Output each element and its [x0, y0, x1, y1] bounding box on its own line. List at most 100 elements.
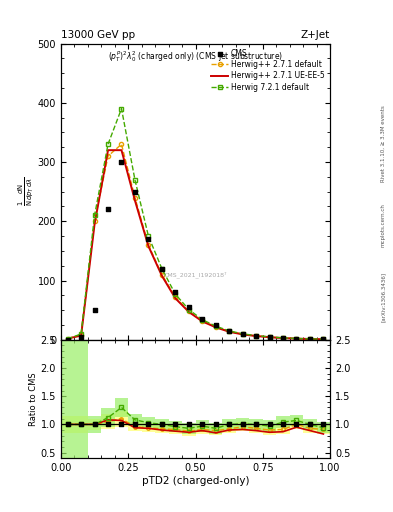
Herwig++ 2.7.1 default [213, 324, 218, 330]
CMS [293, 334, 299, 343]
Herwig++ 2.7.1 UE-EE-5 [65, 335, 70, 342]
CMS [172, 288, 178, 296]
Herwig++ 2.7.1 UE-EE-5 [308, 336, 312, 342]
Y-axis label: $\frac{1}{\mathrm{N}}\frac{d\mathrm{N}}{dp_T\,d\lambda}$: $\frac{1}{\mathrm{N}}\frac{d\mathrm{N}}{… [17, 177, 36, 206]
Point [320, 420, 327, 429]
Point [92, 420, 98, 429]
Point [132, 420, 138, 429]
Herwig 7.2.1 default [160, 266, 164, 272]
Text: Rivet 3.1.10, ≥ 3.3M events: Rivet 3.1.10, ≥ 3.3M events [381, 105, 386, 182]
Herwig 7.2.1 default [281, 335, 285, 341]
Text: [arXiv:1306.3436]: [arXiv:1306.3436] [381, 272, 386, 322]
Line: Herwig++ 2.7.1 UE-EE-5: Herwig++ 2.7.1 UE-EE-5 [68, 150, 323, 339]
Herwig++ 2.7.1 UE-EE-5 [119, 147, 124, 153]
Herwig++ 2.7.1 default [160, 271, 164, 278]
CMS [185, 303, 192, 311]
Herwig++ 2.7.1 default [173, 294, 178, 300]
X-axis label: pTD2 (charged-only): pTD2 (charged-only) [142, 476, 249, 486]
Herwig 7.2.1 default [65, 336, 70, 342]
Herwig 7.2.1 default [240, 331, 245, 337]
Herwig++ 2.7.1 UE-EE-5 [213, 324, 218, 330]
Point [253, 420, 259, 429]
Point [239, 420, 246, 429]
Herwig++ 2.7.1 default [200, 318, 205, 324]
Herwig++ 2.7.1 UE-EE-5 [240, 331, 245, 337]
Point [172, 420, 178, 429]
Herwig++ 2.7.1 default [267, 334, 272, 340]
Herwig 7.2.1 default [146, 233, 151, 239]
Herwig 7.2.1 default [267, 334, 272, 340]
Herwig++ 2.7.1 UE-EE-5 [146, 243, 151, 249]
Herwig 7.2.1 default [106, 141, 110, 147]
Point [199, 420, 206, 429]
Point [293, 420, 299, 429]
Herwig++ 2.7.1 default [294, 335, 299, 342]
Point [185, 420, 192, 429]
Herwig++ 2.7.1 default [106, 153, 110, 159]
Point [118, 420, 125, 429]
Herwig++ 2.7.1 default [281, 335, 285, 341]
Point [159, 420, 165, 429]
Herwig++ 2.7.1 default [254, 333, 259, 339]
Point [105, 420, 111, 429]
CMS [92, 306, 98, 314]
Herwig++ 2.7.1 default [79, 332, 83, 338]
CMS [266, 333, 273, 341]
Herwig 7.2.1 default [200, 316, 205, 323]
CMS [280, 334, 286, 342]
CMS [132, 187, 138, 196]
Herwig++ 2.7.1 default [65, 335, 70, 342]
Legend: CMS, Herwig++ 2.7.1 default, Herwig++ 2.7.1 UE-EE-5, Herwig 7.2.1 default: CMS, Herwig++ 2.7.1 default, Herwig++ 2.… [209, 47, 326, 93]
Herwig++ 2.7.1 UE-EE-5 [79, 332, 83, 338]
CMS [105, 205, 111, 214]
Herwig++ 2.7.1 UE-EE-5 [173, 295, 178, 302]
Herwig++ 2.7.1 default [92, 218, 97, 224]
Herwig++ 2.7.1 UE-EE-5 [254, 333, 259, 339]
Herwig++ 2.7.1 UE-EE-5 [132, 198, 137, 204]
Point [78, 420, 84, 429]
Herwig++ 2.7.1 UE-EE-5 [227, 329, 231, 335]
CMS [118, 158, 125, 166]
Point [307, 420, 313, 429]
Herwig++ 2.7.1 UE-EE-5 [267, 334, 272, 340]
Herwig 7.2.1 default [294, 335, 299, 342]
Herwig++ 2.7.1 default [146, 242, 151, 248]
Herwig++ 2.7.1 UE-EE-5 [160, 273, 164, 279]
Y-axis label: Ratio to CMS: Ratio to CMS [29, 372, 38, 426]
CMS [145, 235, 152, 243]
CMS [307, 335, 313, 343]
Point [145, 420, 152, 429]
Text: mcplots.cern.ch: mcplots.cern.ch [381, 203, 386, 247]
Herwig++ 2.7.1 UE-EE-5 [106, 147, 110, 153]
Herwig++ 2.7.1 UE-EE-5 [200, 318, 205, 325]
CMS [159, 265, 165, 273]
CMS [253, 331, 259, 339]
Line: Herwig++ 2.7.1 default: Herwig++ 2.7.1 default [66, 142, 325, 342]
Herwig++ 2.7.1 default [308, 336, 312, 342]
Herwig++ 2.7.1 default [186, 308, 191, 314]
Herwig 7.2.1 default [213, 323, 218, 329]
Herwig 7.2.1 default [132, 177, 137, 183]
CMS [64, 336, 71, 344]
Point [64, 420, 71, 429]
Herwig 7.2.1 default [308, 336, 312, 342]
Herwig++ 2.7.1 UE-EE-5 [281, 335, 285, 341]
Herwig++ 2.7.1 UE-EE-5 [321, 336, 326, 343]
Point [266, 420, 273, 429]
Herwig 7.2.1 default [173, 291, 178, 297]
Herwig 7.2.1 default [227, 328, 231, 334]
Herwig++ 2.7.1 default [119, 141, 124, 147]
Point [280, 420, 286, 429]
CMS [320, 335, 327, 343]
Text: CMS_2021_I192018⁷: CMS_2021_I192018⁷ [164, 271, 227, 278]
CMS [78, 333, 84, 341]
CMS [239, 330, 246, 338]
Herwig 7.2.1 default [321, 336, 326, 342]
Herwig++ 2.7.1 UE-EE-5 [92, 221, 97, 227]
Line: Herwig 7.2.1 default: Herwig 7.2.1 default [65, 106, 326, 342]
Herwig 7.2.1 default [186, 307, 191, 313]
CMS [226, 327, 232, 335]
Herwig++ 2.7.1 default [321, 336, 326, 343]
Herwig++ 2.7.1 default [227, 328, 231, 334]
Text: Z+Jet: Z+Jet [301, 30, 330, 40]
